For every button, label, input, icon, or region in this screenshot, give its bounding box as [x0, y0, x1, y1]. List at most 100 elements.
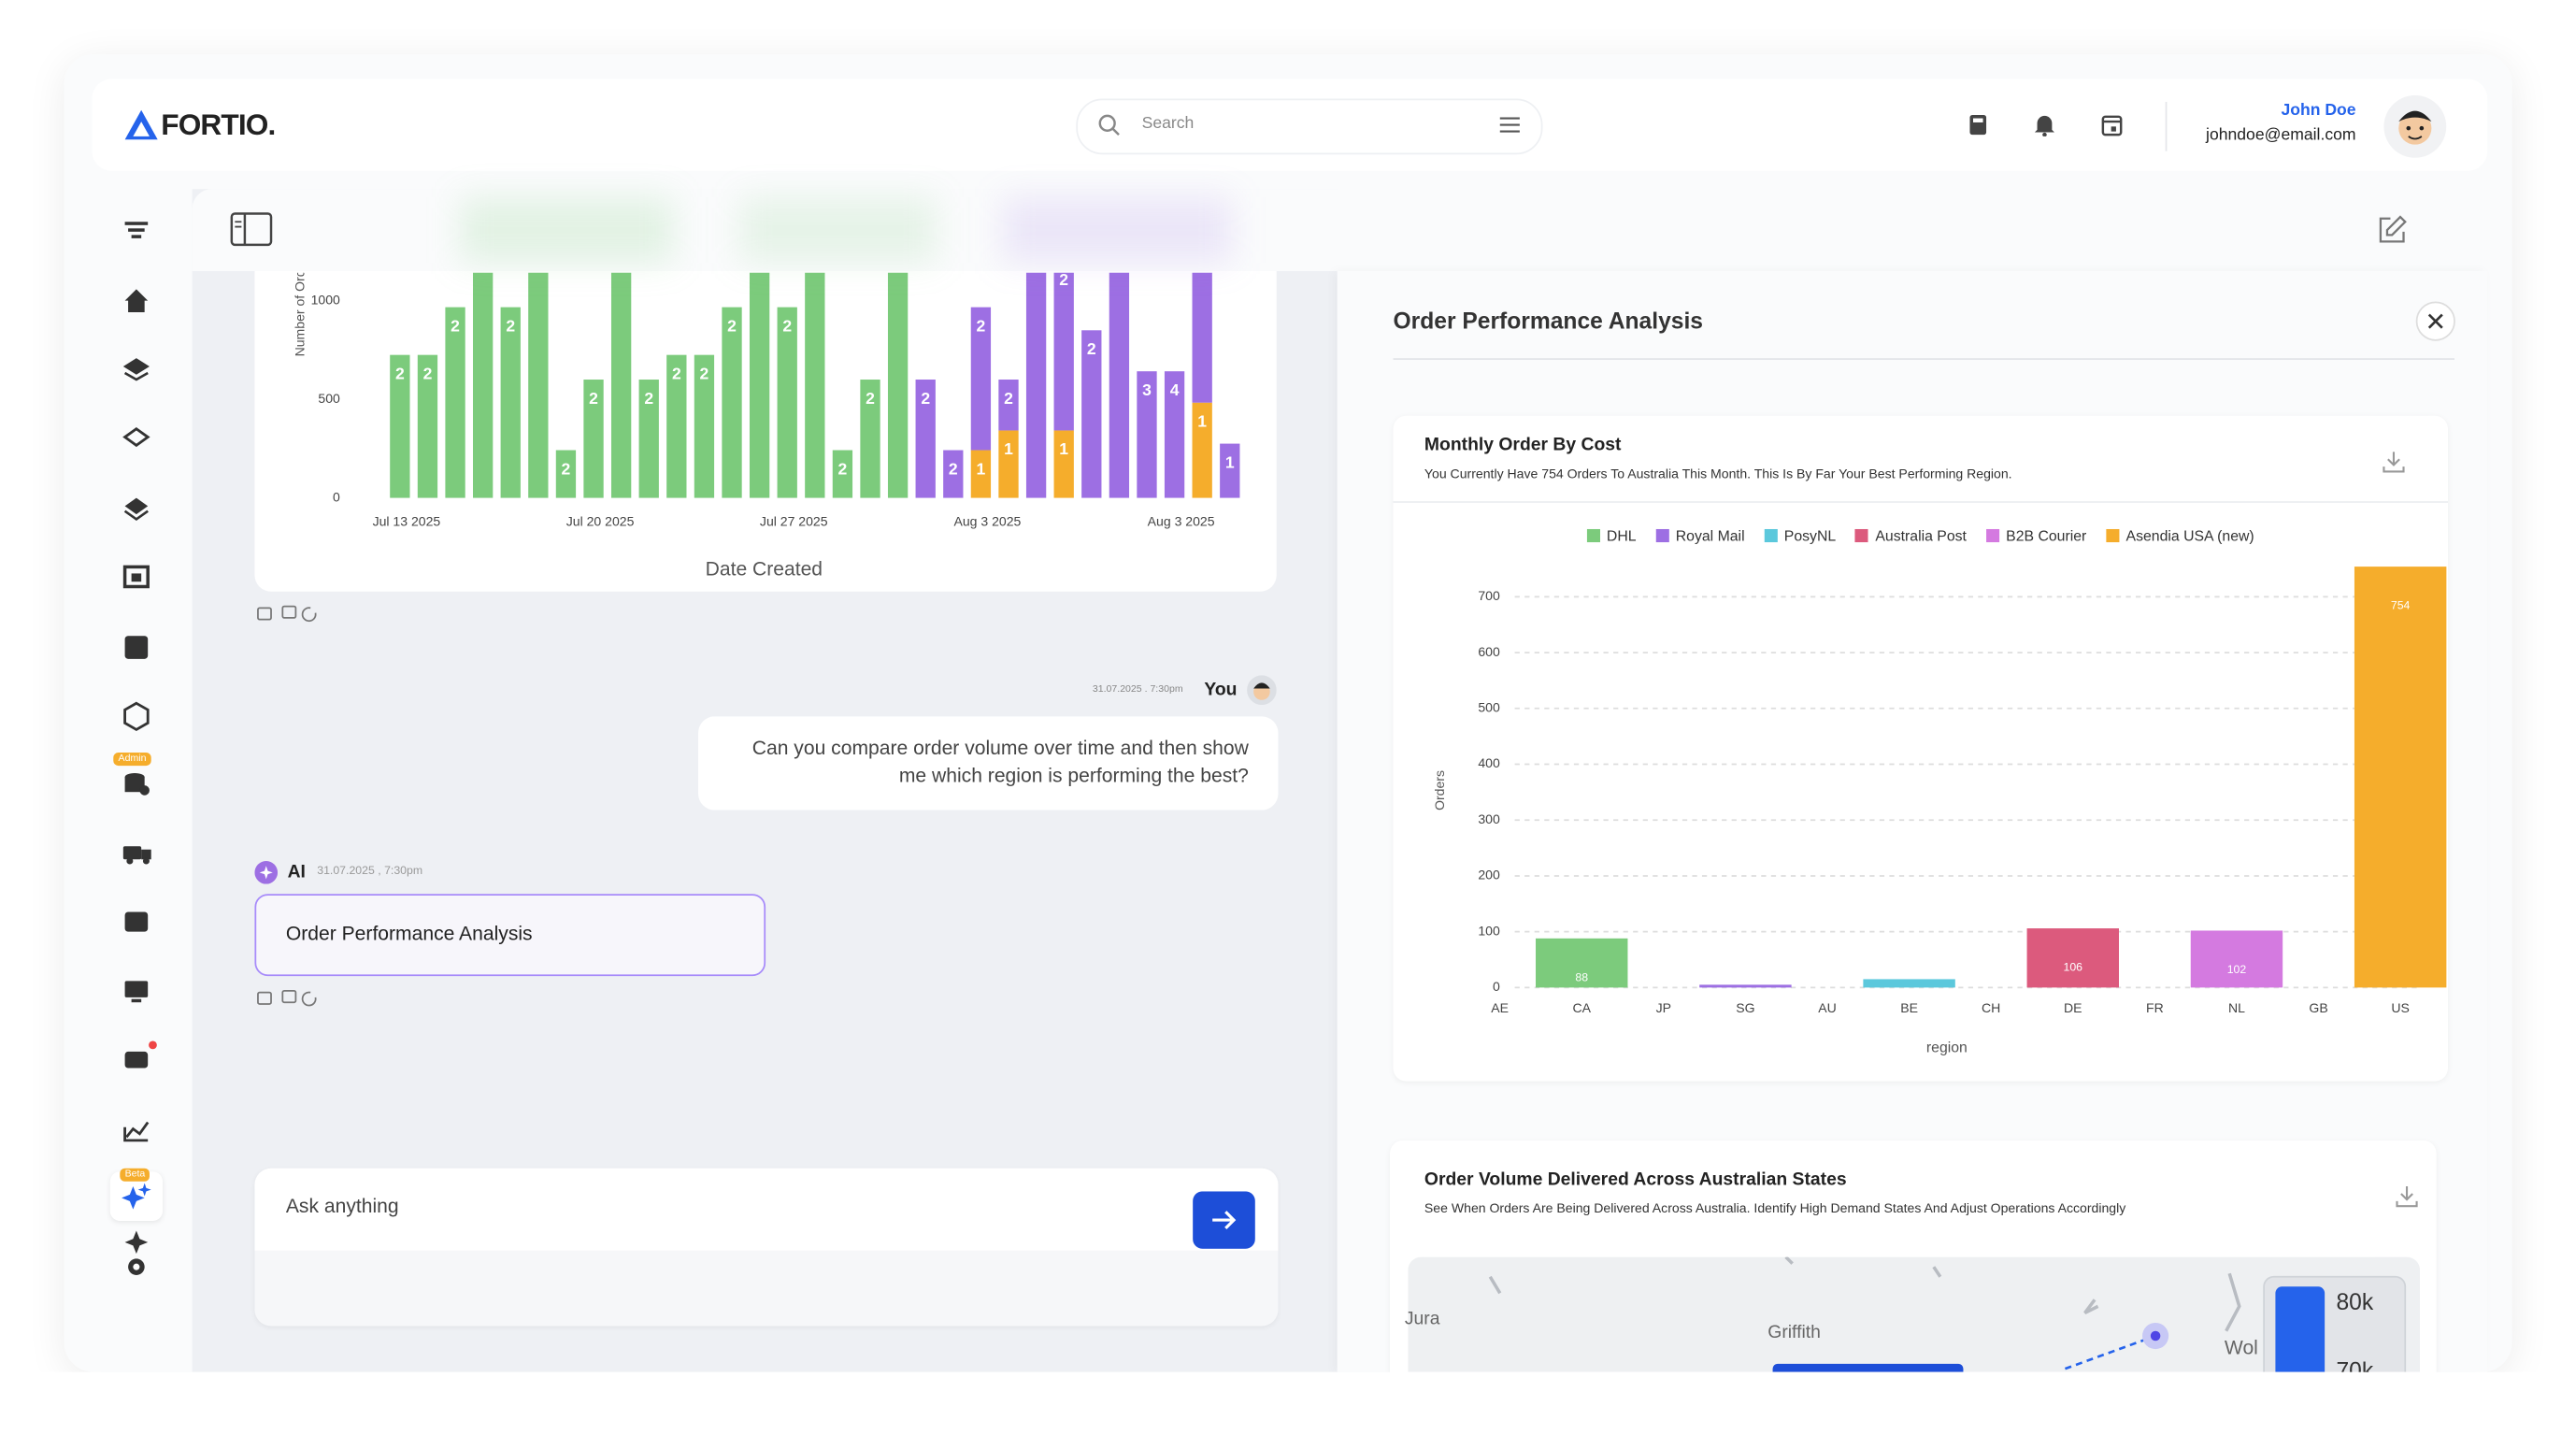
- x-tick-label: AE: [1491, 1000, 1509, 1015]
- bar: [472, 272, 494, 498]
- user-avatar[interactable]: [2383, 93, 2448, 159]
- analysis-card[interactable]: [254, 894, 766, 977]
- bar-label: 2: [589, 389, 598, 408]
- bar: [1192, 272, 1212, 403]
- x-tick-label: GB: [2309, 1000, 2327, 1015]
- bar-label: 2: [672, 364, 681, 382]
- legend-label: Royal Mail: [1675, 527, 1745, 544]
- bar: [2190, 930, 2283, 988]
- y-tick-label: 500: [1478, 700, 1500, 715]
- y-tick-label: 300: [1478, 811, 1500, 826]
- legend-label: DHL: [1606, 527, 1637, 544]
- bar: [1863, 979, 1955, 988]
- bar: [970, 450, 992, 498]
- bar-label: 2: [506, 316, 515, 335]
- y-tick-label: 200: [1478, 868, 1500, 882]
- legend-item[interactable]: B2B Courier: [1986, 527, 2086, 544]
- analysis-card-title[interactable]: Order Performance Analysis: [285, 922, 533, 945]
- filter-icon[interactable]: [1498, 115, 1522, 135]
- x-tick-label: FR: [2146, 1000, 2164, 1015]
- message-time: 31.07.2025 . 7:30pm: [1092, 684, 1183, 696]
- legend-swatch: [2106, 528, 2120, 543]
- legend-item[interactable]: Australia Post: [1855, 527, 1967, 544]
- bar-label: 1: [977, 459, 986, 478]
- download-icon[interactable]: [2394, 1184, 2420, 1210]
- legend-item[interactable]: PosyNL: [1764, 527, 1836, 544]
- x-tick-label: AU: [1818, 1000, 1837, 1015]
- orders-by-region-chart: 0 100 200 300 400 500 600 700 AE CA JP SG AU BE CH DE FR…: [1432, 567, 2447, 1056]
- bar: [555, 450, 577, 498]
- bar: [1164, 371, 1185, 498]
- toolbar-glow: [460, 196, 674, 264]
- bar: [666, 354, 687, 498]
- legend-item[interactable]: Royal Mail: [1655, 527, 1745, 544]
- map-place-label: Wol: [2224, 1336, 2258, 1359]
- y-tick-label: 400: [1478, 755, 1500, 770]
- x-axis-title: Date Created: [706, 559, 823, 581]
- calendar-icon[interactable]: [2101, 113, 2123, 136]
- chat-input-placeholder: Ask anything: [285, 1194, 399, 1218]
- legend-item[interactable]: Asendia USA (new): [2106, 527, 2254, 544]
- bar-label: 3: [1142, 380, 1152, 399]
- map-place-label: Jura: [1404, 1309, 1440, 1329]
- x-tick-label: Aug 3 2025: [1148, 514, 1215, 529]
- search-placeholder: Search: [1141, 115, 1195, 134]
- feedback-icons[interactable]: [256, 987, 325, 1007]
- ai-nav-icon[interactable]: [122, 1183, 151, 1210]
- legend-label: Asendia USA (new): [2125, 527, 2254, 544]
- y-tick-label: 0: [1493, 979, 1500, 994]
- x-tick-label: Jul 27 2025: [760, 514, 828, 529]
- bar: [2354, 567, 2447, 988]
- bar: [2026, 928, 2119, 988]
- y-tick-label: 0: [333, 489, 340, 504]
- legend-swatch: [1655, 528, 1669, 543]
- close-button[interactable]: [2415, 301, 2456, 342]
- bar: [1053, 430, 1074, 498]
- x-tick-label: NL: [2228, 1000, 2245, 1015]
- edit-icon[interactable]: [2377, 215, 2407, 245]
- bar: [417, 354, 438, 498]
- map-subtitle: See When Orders Are Being Delivered Acro…: [1424, 1200, 2126, 1216]
- send-button[interactable]: [1193, 1191, 1255, 1249]
- bar-label: 2: [782, 316, 792, 335]
- map-place-label: Griffith: [1767, 1322, 1821, 1343]
- search-box[interactable]: [1076, 98, 1543, 155]
- logo-text[interactable]: FORTIO.: [161, 108, 276, 142]
- card-divider: [1393, 501, 2448, 503]
- bar-label: 2: [838, 459, 848, 478]
- message-sender: You: [1204, 680, 1238, 700]
- beta-badge: Beta: [120, 1168, 150, 1182]
- toolbar-glow: [1002, 196, 1233, 264]
- toolbar: [192, 189, 2488, 272]
- header-divider: [2165, 101, 2168, 151]
- chat-input-field[interactable]: [254, 1168, 1279, 1251]
- legend-item[interactable]: DHL: [1586, 527, 1637, 544]
- bar: [694, 354, 715, 498]
- x-tick-label: CH: [1982, 1000, 2000, 1015]
- ai-sender: AI: [287, 862, 306, 882]
- calculator-icon[interactable]: [1968, 113, 1988, 136]
- bar-label: 2: [395, 364, 405, 382]
- feedback-icons[interactable]: [256, 603, 325, 623]
- download-icon[interactable]: [2381, 449, 2407, 475]
- user-message-bubble: [698, 716, 1279, 811]
- x-tick-label: Jul 13 2025: [373, 514, 441, 529]
- user-email: johndoe@email.com: [2206, 126, 2356, 145]
- bar: [777, 307, 797, 498]
- sender-avatar: [1247, 675, 1277, 706]
- bar-label: 2: [423, 364, 433, 382]
- sidebar-toggle[interactable]: [230, 212, 273, 249]
- map-title: Order Volume Delivered Across Australian…: [1424, 1169, 1847, 1190]
- bar-label: 2: [562, 459, 571, 478]
- bar: [1081, 330, 1102, 498]
- sidebar: [122, 222, 157, 1275]
- bar: [943, 450, 964, 498]
- bar: [500, 307, 521, 498]
- bar-label: 1: [1197, 411, 1207, 430]
- panel-divider: [1393, 358, 2455, 360]
- search-icon: [1098, 114, 1120, 136]
- bell-icon[interactable]: [2034, 113, 2055, 136]
- y-tick-label: 500: [318, 391, 340, 406]
- admin-badge: Admin: [113, 753, 151, 767]
- y-tick-label: 600: [1478, 644, 1500, 659]
